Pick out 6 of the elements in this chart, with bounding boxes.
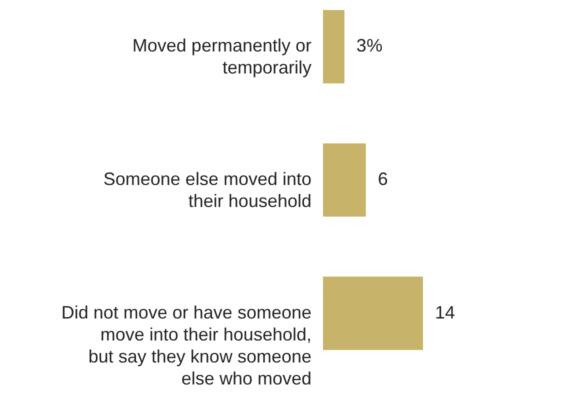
data-label: 6 — [378, 169, 388, 189]
data-label: 14 — [435, 302, 456, 322]
y-tick-label: Did not move or have someone move into their household, but say they know someone else who moved — [61, 302, 312, 388]
data-label: 3% — [356, 36, 382, 56]
y-tick-label: Someone else moved into their household — [103, 169, 312, 211]
y-tick-label: Moved permanently or temporarily — [132, 36, 312, 78]
